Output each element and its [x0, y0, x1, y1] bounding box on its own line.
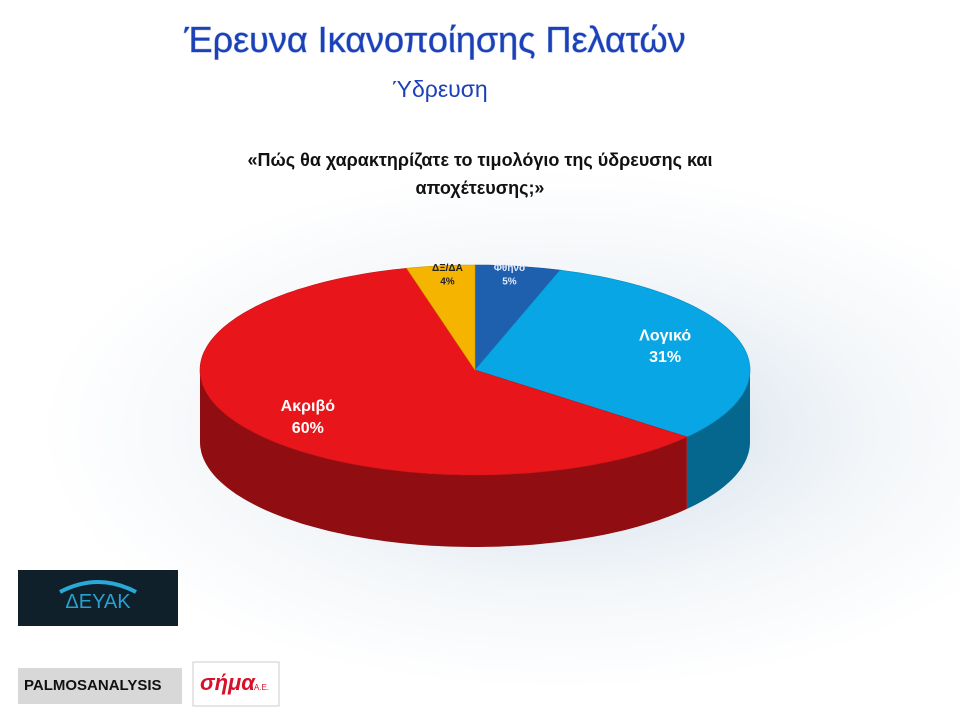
logo-deyak: ΔΕΥΑΚ: [65, 591, 131, 613]
logo-box: [192, 661, 280, 707]
slice-label: Φθηνό: [494, 263, 525, 274]
slice-value-label: 5%: [502, 277, 517, 288]
subtitle: Ύδρευση: [392, 76, 487, 102]
logo-palmos: PALMOSANALYSIS: [24, 677, 162, 694]
slice: [406, 264, 476, 371]
slice-side: [200, 370, 687, 547]
slice-side: [686, 370, 750, 509]
logo-sima-suffix: Α.Ε.: [254, 683, 269, 692]
logo-box: [18, 668, 182, 704]
slice: [474, 264, 561, 371]
slice-label: ΔΞ/ΔΑ: [432, 263, 463, 274]
slice-value-label: 60%: [292, 420, 324, 437]
slice-label: Ακριβό: [281, 398, 336, 415]
logo-sima: σήμα: [200, 670, 256, 695]
logo-box: [18, 570, 178, 626]
slice-value-label: 31%: [649, 349, 681, 366]
title: Έρευνα Ικανοποίησης Πελατών: [183, 19, 685, 60]
slice: [474, 269, 751, 438]
slice: [199, 267, 688, 476]
pie: Φθηνό 5% Λογικό 31% Ακριβό 60% ΔΞ/ΔΑ 4%: [199, 263, 751, 547]
slice-value-label: 4%: [440, 276, 455, 287]
slice-label: Λογικό: [639, 327, 691, 344]
question: «Πώς θα χαρακτηρίζατε το τιμολόγιο της ύ…: [247, 150, 713, 198]
logo-arc: [59, 580, 137, 594]
